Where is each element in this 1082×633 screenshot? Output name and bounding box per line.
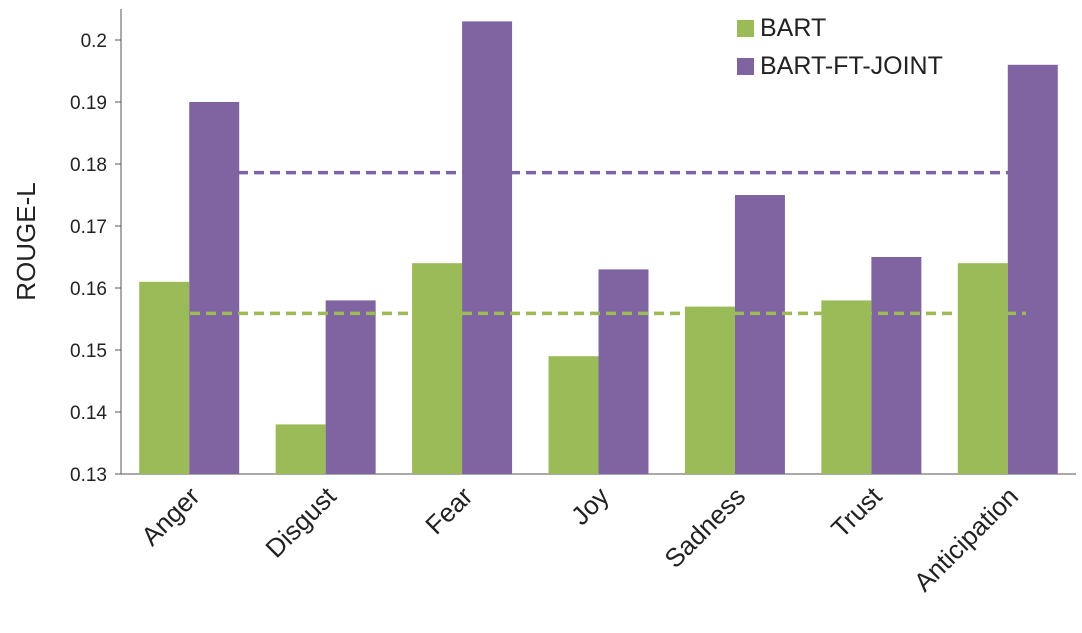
y-tick-label: 0.2 — [81, 31, 107, 52]
bar-bart-ft-joint-sadness — [735, 195, 785, 474]
y-tick-label: 0.15 — [70, 341, 107, 362]
bar-bart-ft-joint-fear — [462, 21, 512, 474]
x-tick-label-fear: Fear — [419, 481, 478, 540]
y-axis-ticks: 0.13 0.14 0.15 0.16 0.17 0.18 0.19 0.2 — [70, 31, 121, 486]
x-tick-label-anticipation: Anticipation — [908, 481, 1024, 597]
bar-bart-ft-joint-trust — [871, 257, 921, 474]
bar-bart-anticipation — [958, 263, 1008, 474]
bar-bart-sadness — [685, 307, 735, 474]
bar-bart-anger — [139, 282, 189, 474]
bar-bart-ft-joint-anger — [189, 102, 239, 474]
bar-bart-trust — [821, 300, 871, 474]
x-tick-label-anger: Anger — [135, 481, 206, 552]
x-tick-label-trust: Trust — [825, 480, 888, 543]
y-tick-label: 0.16 — [70, 279, 107, 300]
bar-bart-ft-joint-anticipation — [1008, 65, 1058, 474]
y-tick-label: 0.14 — [70, 403, 107, 424]
bars — [139, 21, 1058, 474]
bar-bart-ft-joint-joy — [599, 269, 649, 474]
legend: BART BART-FT-JOINT — [737, 14, 943, 80]
legend-swatch-bart-ft-joint — [737, 58, 754, 75]
x-tick-label-sadness: Sadness — [658, 481, 751, 574]
legend-label-bart-ft-joint: BART-FT-JOINT — [760, 52, 943, 80]
bar-bart-disgust — [276, 424, 326, 474]
y-axis-title: ROUGE-L — [11, 182, 41, 300]
bar-bart-joy — [549, 356, 599, 474]
bar-bart-fear — [412, 263, 462, 474]
x-axis-labels: Anger Disgust Fear Joy Sadness Trust Anticipat… — [135, 480, 1024, 597]
y-tick-label: 0.19 — [70, 93, 107, 114]
legend-label-bart: BART — [760, 14, 826, 42]
legend-swatch-bart — [737, 20, 754, 37]
x-tick-label-disgust: Disgust — [259, 480, 342, 563]
y-tick-label: 0.17 — [70, 217, 107, 238]
y-tick-label: 0.13 — [70, 465, 107, 486]
y-tick-label: 0.18 — [70, 155, 107, 176]
bar-bart-ft-joint-disgust — [326, 300, 376, 474]
x-tick-label-joy: Joy — [565, 481, 615, 531]
